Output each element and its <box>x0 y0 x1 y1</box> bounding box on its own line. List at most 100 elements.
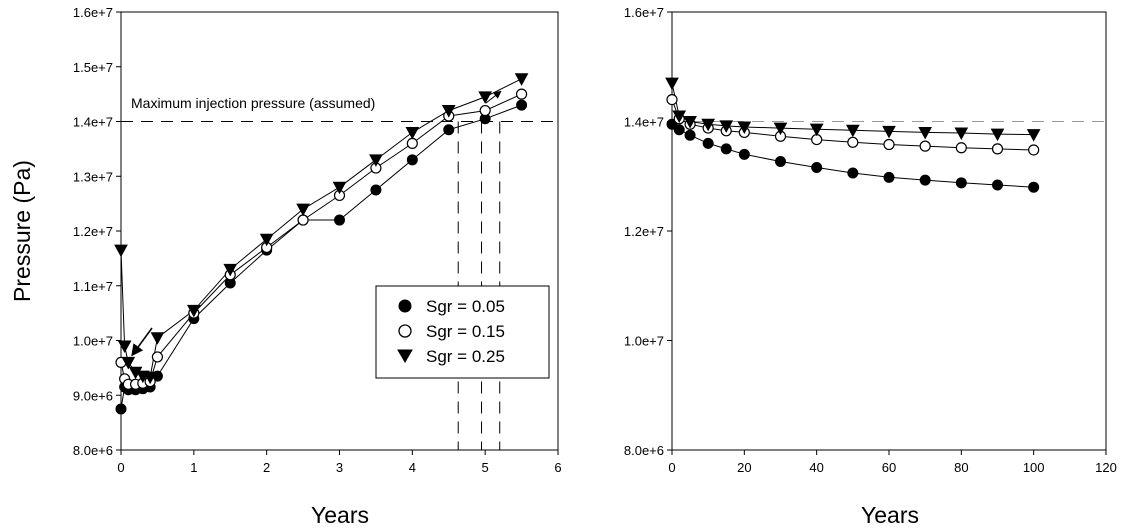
left-point-sgr-015 <box>515 88 528 100</box>
left-point-sgr-015 <box>151 351 164 363</box>
left-plot-frame <box>120 11 559 451</box>
right-point-sgr-005 <box>684 129 696 141</box>
right-point-sgr-025 <box>737 121 752 135</box>
right-point-sgr-025 <box>809 123 824 137</box>
right-point-sgr-025 <box>954 127 969 141</box>
left-point-sgr-005 <box>516 99 528 111</box>
right-point-sgr-025 <box>882 125 896 139</box>
left-y-tick-label: 1.2e+7 <box>73 224 113 239</box>
left-point-sgr-025 <box>296 203 310 217</box>
left-y-tick-label: 1.3e+7 <box>73 169 113 184</box>
right-x-axis-label: Years <box>861 502 919 528</box>
left-point-sgr-005 <box>406 154 418 166</box>
right-x-tick-label: 0 <box>668 460 675 475</box>
left-x-tick-label: 2 <box>263 460 270 475</box>
right-point-sgr-025 <box>665 77 679 91</box>
right-point-sgr-025 <box>683 116 697 129</box>
left-point-sgr-025 <box>150 332 165 345</box>
right-point-sgr-005 <box>738 148 750 160</box>
right-point-sgr-005 <box>992 179 1003 191</box>
legend-marker-sgr-025 <box>397 349 413 363</box>
right-x-tick-label: 20 <box>737 460 751 475</box>
right-y-tick-label: 1.0e+7 <box>624 334 664 349</box>
left-point-sgr-015 <box>297 214 309 226</box>
right-point-sgr-015 <box>991 143 1004 155</box>
left-annotation: Maximum injection pressure (assumed) <box>131 95 375 111</box>
right-point-sgr-025 <box>773 122 788 136</box>
right-point-sgr-025 <box>918 126 933 140</box>
left-point-sgr-025 <box>223 263 238 277</box>
left-y-tick-label: 1.4e+7 <box>73 115 113 130</box>
right-point-sgr-025 <box>845 124 860 138</box>
left-point-sgr-025 <box>332 181 347 195</box>
left-y-tick-label: 1.5e+7 <box>73 60 113 75</box>
right-point-sgr-005 <box>720 143 732 155</box>
right-chart: 0 20 40 60 80 100 120 8.0e+6 1.0e+7 1.2e+7 1.4e+7 1… <box>624 5 1117 528</box>
right-y-tick-label: 1.6e+7 <box>624 5 664 20</box>
left-point-sgr-025 <box>186 304 201 318</box>
left-point-sgr-005 <box>115 403 127 415</box>
left-x-tick-label: 4 <box>409 460 416 475</box>
left-point-sgr-025 <box>369 154 383 167</box>
left-y-tick-label: 1.1e+7 <box>73 279 113 294</box>
right-point-sgr-005 <box>919 174 931 186</box>
legend-marker-sgr-005 <box>398 299 412 313</box>
right-point-sgr-005 <box>1028 181 1040 193</box>
left-point-sgr-005 <box>370 184 382 196</box>
right-point-sgr-025 <box>719 120 734 133</box>
right-point-sgr-015 <box>955 142 967 154</box>
right-point-sgr-025 <box>990 128 1005 142</box>
left-point-sgr-025 <box>405 126 420 140</box>
legend-label-sgr-015: Sgr = 0.15 <box>426 322 505 341</box>
right-y-tick-label: 1.4e+7 <box>624 115 664 130</box>
left-x-tick-label: 6 <box>554 460 561 475</box>
right-point-sgr-005 <box>883 171 895 183</box>
left-x-axis-label: Years <box>311 502 369 528</box>
right-point-sgr-005 <box>775 155 786 167</box>
right-point-sgr-005 <box>847 167 859 179</box>
left-chart: 0 1 2 3 4 5 6 8.0e+6 9.0e+6 1.0e+7 1.1e+7 1.2e+7 1.3… <box>9 5 562 528</box>
right-point-sgr-015 <box>1028 144 1040 156</box>
right-y-tick-label: 1.2e+7 <box>624 224 664 239</box>
right-point-sgr-015 <box>919 140 931 152</box>
left-x-tick-label: 5 <box>482 460 489 475</box>
right-x-tick-label: 100 <box>1023 460 1045 475</box>
right-point-sgr-015 <box>666 93 678 106</box>
right-y-tick-label: 8.0e+6 <box>624 443 664 458</box>
right-x-tick-label: 60 <box>882 460 896 475</box>
left-y-tick-label: 1.0e+7 <box>73 334 113 349</box>
legend-label-sgr-005: Sgr = 0.05 <box>426 297 505 316</box>
left-point-sgr-015 <box>479 104 491 117</box>
legend: Sgr = 0.05 Sgr = 0.15 Sgr = 0.25 <box>375 285 550 379</box>
left-point-sgr-025 <box>478 91 493 104</box>
right-point-sgr-025 <box>701 118 716 132</box>
left-point-sgr-015 <box>406 137 418 149</box>
left-point-sgr-025 <box>114 244 128 258</box>
right-plot-frame <box>671 11 1107 451</box>
legend-marker-sgr-015 <box>398 324 412 338</box>
right-point-sgr-005 <box>955 177 967 189</box>
left-point-sgr-005 <box>443 124 455 136</box>
left-arrow-early <box>131 327 153 357</box>
left-y-tick-label: 1.6e+7 <box>73 5 113 20</box>
right-point-sgr-015 <box>883 138 895 151</box>
left-point-sgr-025 <box>514 73 529 86</box>
right-x-tick-label: 40 <box>809 460 823 475</box>
left-x-tick-label: 0 <box>117 460 124 475</box>
right-series-markers <box>665 77 1041 193</box>
left-arrow-late <box>485 90 502 104</box>
right-x-tick-label: 120 <box>1095 460 1117 475</box>
left-point-sgr-025 <box>121 356 136 370</box>
left-series-markers <box>114 73 529 415</box>
legend-label-sgr-025: Sgr = 0.25 <box>426 347 505 366</box>
right-point-sgr-005 <box>811 161 823 173</box>
left-x-tick-label: 3 <box>336 460 343 475</box>
right-point-sgr-025 <box>672 110 687 124</box>
left-axis-ticks: 0 1 2 3 4 5 6 8.0e+6 9.0e+6 1.0e+7 1.1e+7 1.2e+7 1.3… <box>73 5 562 475</box>
right-point-sgr-025 <box>1026 129 1041 142</box>
left-y-tick-label: 8.0e+6 <box>73 443 113 458</box>
left-x-tick-label: 1 <box>190 460 197 475</box>
left-point-sgr-005 <box>334 214 345 226</box>
left-point-sgr-025 <box>259 233 274 247</box>
